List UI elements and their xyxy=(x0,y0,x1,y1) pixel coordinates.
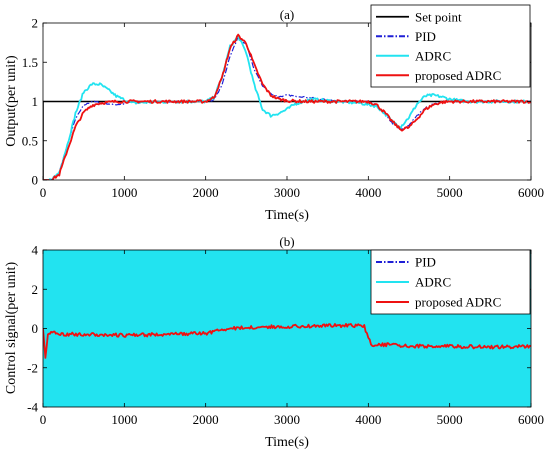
legend: PID ADRC proposed ADRC xyxy=(370,249,531,315)
x-tick-label: 1000 xyxy=(111,412,137,427)
chart-b: (b) 0 1000 2000 3000 4000 5000 6000 -4 -2 0 2 4 Ti… xyxy=(4,234,544,450)
y-tick-label: 4 xyxy=(32,243,39,258)
y-tick-label: -2 xyxy=(27,360,38,375)
x-ticks: 0 1000 2000 3000 4000 5000 6000 xyxy=(40,250,544,427)
legend-label: Set point xyxy=(415,9,462,24)
x-tick-label: 6000 xyxy=(518,412,544,427)
y-tick-label: 0 xyxy=(32,321,39,336)
y-tick-label: 2 xyxy=(32,16,39,31)
x-tick-label: 4000 xyxy=(355,185,381,200)
y-tick-label: 0.5 xyxy=(22,133,38,148)
x-tick-label: 5000 xyxy=(437,185,463,200)
series-pid xyxy=(43,36,531,180)
legend-label: PID xyxy=(415,255,436,270)
x-tick-label: 2000 xyxy=(193,185,219,200)
x-axis-label: Time(s) xyxy=(265,435,309,450)
y-tick-label: 1 xyxy=(32,94,39,109)
x-tick-label: 5000 xyxy=(437,412,463,427)
y-axis-label: Control signal(per unit) xyxy=(4,262,19,395)
legend-label: ADRC xyxy=(415,275,451,290)
x-tick-label: 4000 xyxy=(355,412,381,427)
x-ticks: 0 1000 2000 3000 4000 5000 6000 xyxy=(40,23,544,200)
x-tick-label: 3000 xyxy=(274,185,300,200)
x-tick-label: 0 xyxy=(40,185,47,200)
x-tick-label: 1000 xyxy=(111,185,137,200)
legend-label: ADRC xyxy=(415,48,451,63)
series-proposed-adrc xyxy=(43,33,531,180)
legend-box xyxy=(370,4,531,88)
x-axis-label: Time(s) xyxy=(265,208,309,223)
series-layer xyxy=(43,33,531,180)
legend-label: PID xyxy=(415,29,436,44)
series-adrc xyxy=(43,34,531,180)
chart-title: (a) xyxy=(280,7,294,22)
x-tick-label: 2000 xyxy=(193,412,219,427)
y-tick-label: 1.5 xyxy=(22,55,38,70)
legend-label: proposed ADRC xyxy=(415,295,501,310)
x-tick-label: 0 xyxy=(40,412,47,427)
x-tick-label: 6000 xyxy=(518,185,544,200)
x-tick-label: 3000 xyxy=(274,412,300,427)
y-tick-label: 0 xyxy=(32,173,39,188)
chart-title: (b) xyxy=(279,234,294,249)
y-tick-label: 2 xyxy=(32,282,39,297)
legend: Set point PID ADRC proposed ADRC xyxy=(370,4,531,88)
y-axis-label: Output(per unit) xyxy=(4,55,19,147)
legend-label: proposed ADRC xyxy=(415,68,501,83)
series-proposed-adrc xyxy=(43,323,531,359)
chart-a: (a) 0 1000 2000 3000 4000 5000 6000 00.511.52 … xyxy=(4,4,544,223)
y-tick-label: -4 xyxy=(27,400,38,415)
y-ticks: 0 0.5 1 1.5 2 xyxy=(22,16,531,188)
